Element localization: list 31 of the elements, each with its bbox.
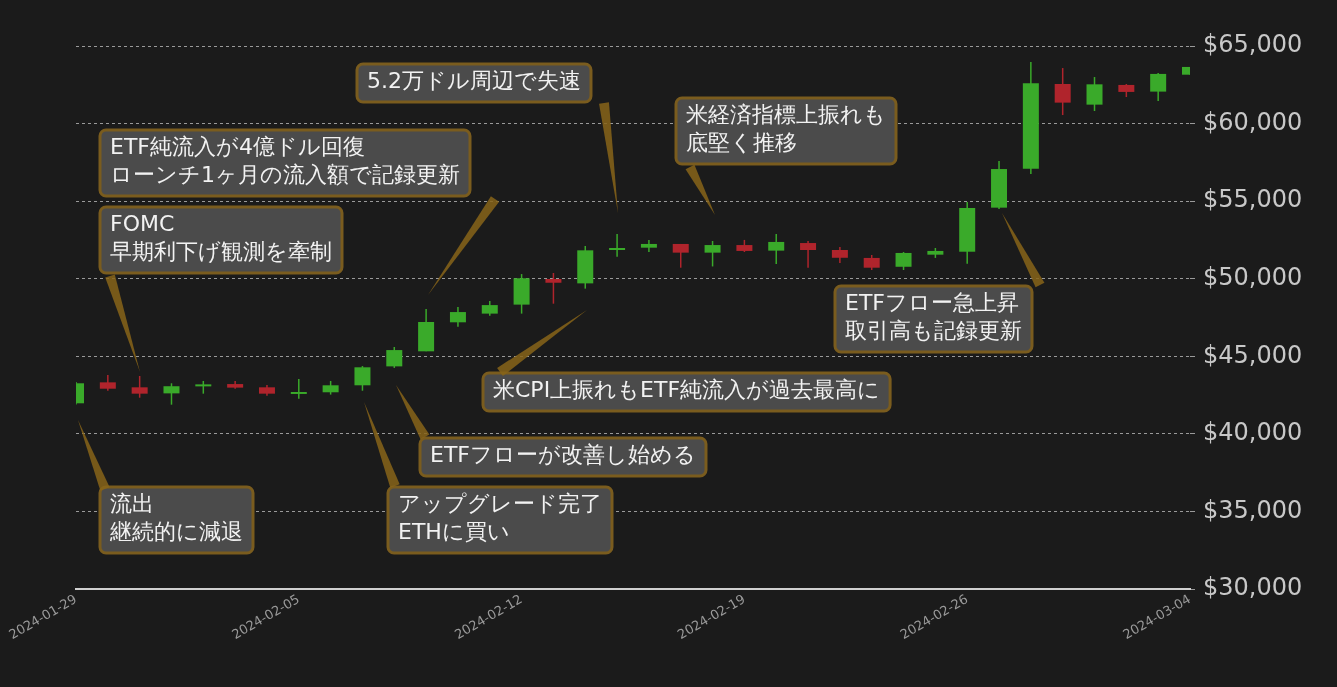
candlestick bbox=[800, 240, 817, 269]
y-tick-label: $55,000 bbox=[1203, 185, 1303, 214]
annotation: 5.2万ドル周辺で失速 bbox=[367, 67, 581, 93]
candlestick bbox=[290, 378, 307, 400]
candlestick bbox=[1150, 72, 1167, 102]
candlestick bbox=[609, 233, 626, 258]
candlestick bbox=[1054, 67, 1071, 116]
y-tick-label: $45,000 bbox=[1203, 340, 1303, 369]
annotation: ETF純流入が4億ドル回復ローンチ1ヶ月の流入額で記録更新 bbox=[110, 133, 460, 187]
y-tick-label: $65,000 bbox=[1203, 30, 1303, 59]
annotation: ETFフロー急上昇取引高も記録更新 bbox=[845, 289, 1022, 343]
candlestick bbox=[545, 272, 562, 305]
annotation: ETFフローが改善し始める bbox=[430, 441, 696, 467]
y-tick-label: $30,000 bbox=[1203, 573, 1303, 602]
candlestick bbox=[704, 240, 721, 268]
candlestick bbox=[768, 233, 785, 265]
annotation: 流出継続的に減退 bbox=[109, 490, 243, 544]
y-tick-label: $60,000 bbox=[1203, 107, 1303, 136]
annotation: 米CPI上振れもETF純流入が過去最高に bbox=[493, 376, 881, 402]
candlestick bbox=[163, 382, 180, 406]
y-tick-label: $50,000 bbox=[1203, 262, 1303, 291]
annotation: 米経済指標上振れも底堅く推移 bbox=[686, 101, 886, 155]
candlestick bbox=[354, 365, 371, 392]
y-tick-label: $40,000 bbox=[1203, 418, 1303, 447]
annotation: アップグレード完了ETHに買い bbox=[398, 490, 602, 544]
candlestick bbox=[131, 375, 148, 399]
candlestick bbox=[386, 346, 403, 369]
annotation: FOMC早期利下げ観測を牽制 bbox=[110, 210, 332, 264]
y-tick-label: $35,000 bbox=[1203, 495, 1303, 524]
candlestick bbox=[449, 306, 466, 328]
candlestick bbox=[1086, 76, 1103, 112]
